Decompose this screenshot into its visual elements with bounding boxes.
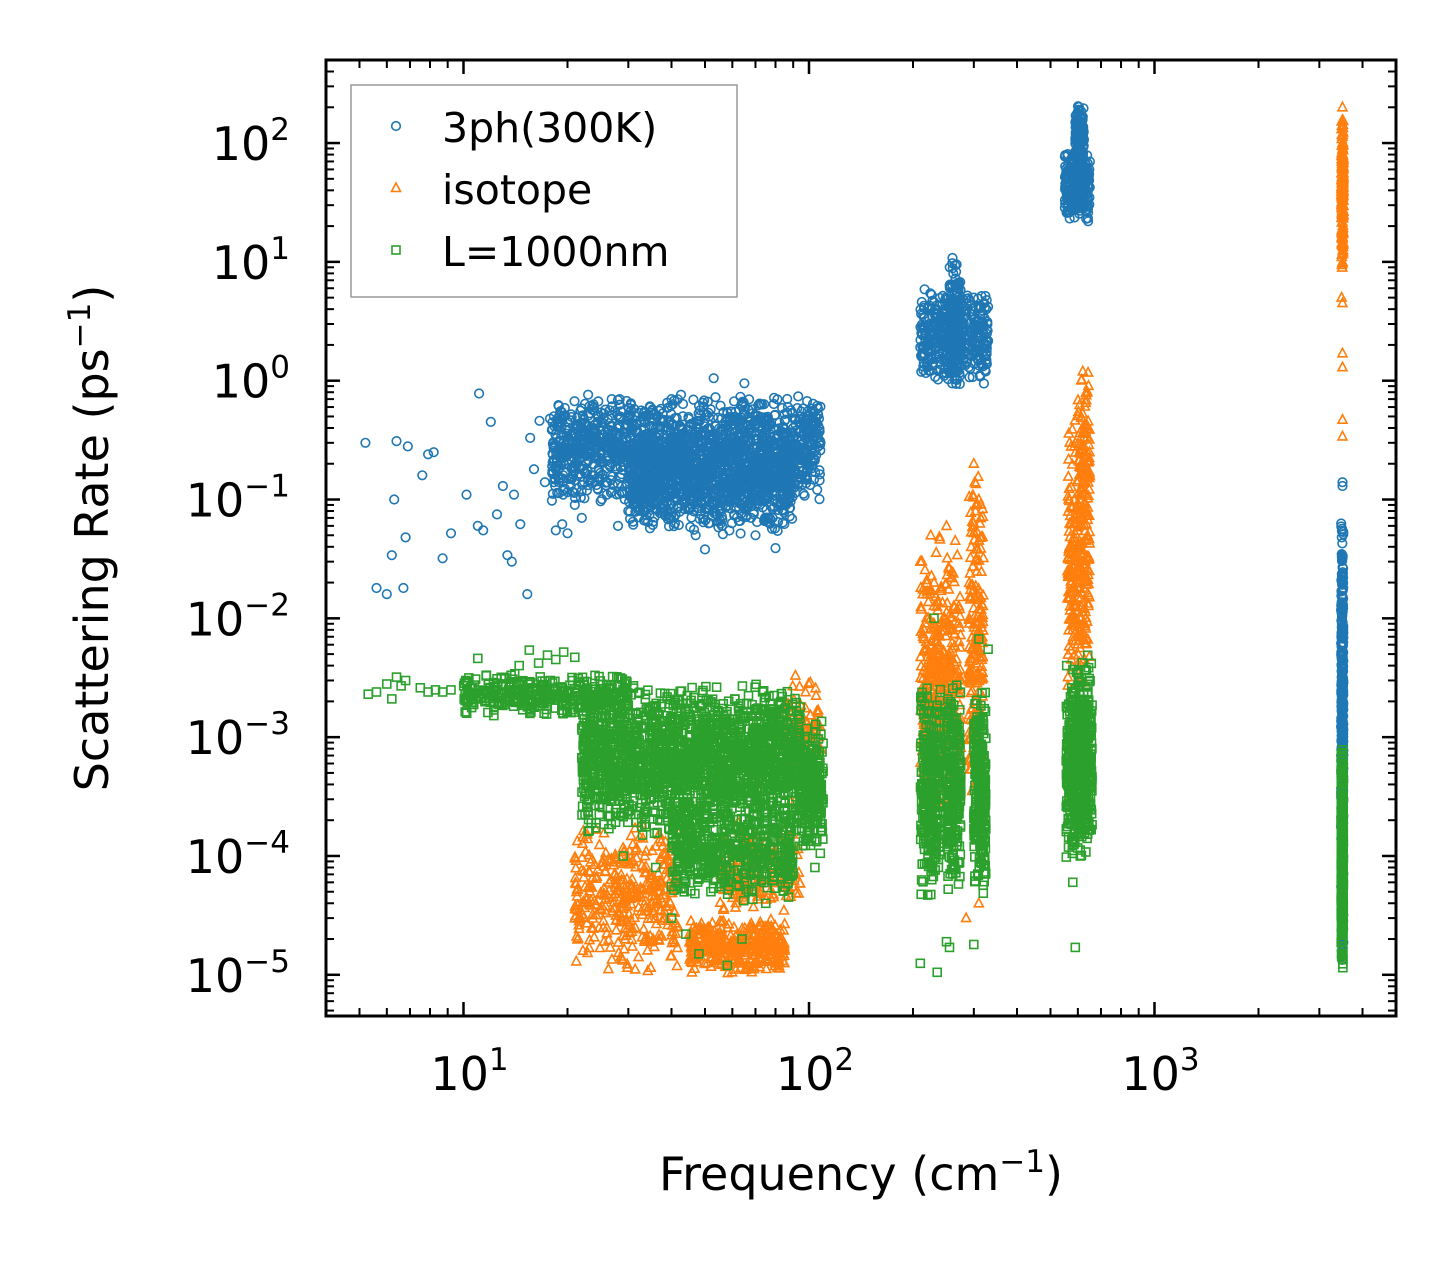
- data-layer: [360, 100, 1350, 978]
- data-point-circle: [595, 496, 606, 507]
- data-point-circle: [592, 483, 603, 494]
- data-point-circle: [793, 391, 804, 402]
- series-0: [360, 101, 1349, 966]
- data-point-circle: [569, 396, 580, 407]
- data-point-circle: [693, 400, 705, 412]
- data-point-circle: [547, 488, 559, 500]
- data-point-circle: [814, 469, 826, 480]
- data-point-circle: [546, 495, 558, 506]
- data-point-circle: [569, 492, 581, 504]
